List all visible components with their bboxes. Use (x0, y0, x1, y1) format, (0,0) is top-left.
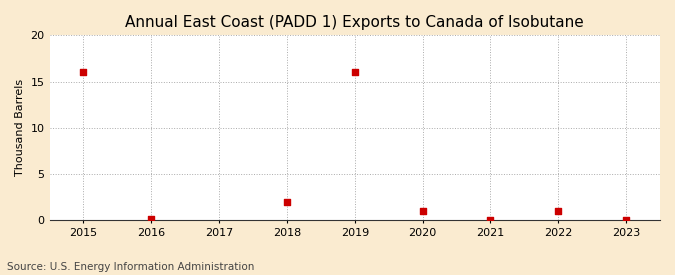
Point (621, 218, 632, 222)
Point (553, 209, 564, 213)
Y-axis label: Thousand Barrels: Thousand Barrels (15, 79, 25, 176)
Title: Annual East Coast (PADD 1) Exports to Canada of Isobutane: Annual East Coast (PADD 1) Exports to Ca… (126, 15, 584, 30)
Point (281, 200, 292, 204)
Point (485, 218, 496, 222)
Point (350, 70, 360, 75)
Point (417, 209, 428, 213)
Point (146, 217, 157, 222)
Point (78, 70, 89, 75)
Text: Source: U.S. Energy Information Administration: Source: U.S. Energy Information Administ… (7, 262, 254, 272)
